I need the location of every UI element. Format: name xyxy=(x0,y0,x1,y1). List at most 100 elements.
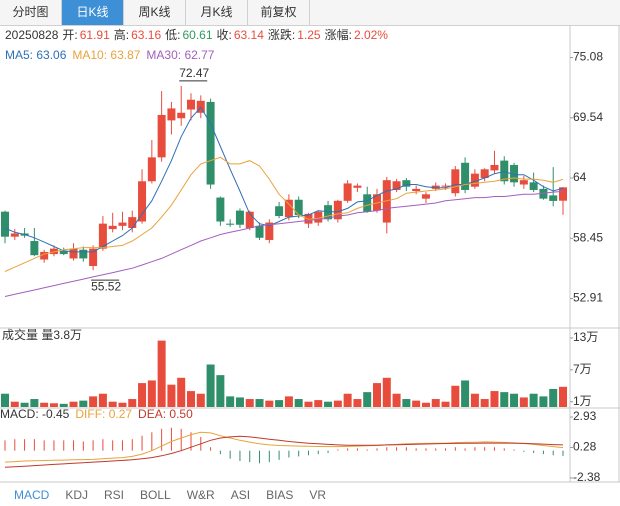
macd-legend: MACD: -0.45 DIFF: 0.27 DEA: 0.50 xyxy=(0,407,193,421)
quote-label: 收: xyxy=(217,28,232,42)
candle-body xyxy=(470,173,479,187)
candle-body xyxy=(245,211,254,228)
indicator-tab[interactable]: MACD xyxy=(14,487,50,502)
candle-body xyxy=(40,251,49,260)
period-tab[interactable]: 分时图 xyxy=(0,0,62,25)
candle-body xyxy=(1,211,9,237)
y-tick-label: 2.93 xyxy=(573,409,597,423)
volume-bar xyxy=(10,401,19,407)
volume-bar xyxy=(490,391,499,407)
macd-legend-item: DEA: 0.50 xyxy=(138,407,193,421)
candle-body xyxy=(480,169,489,178)
volume-bar xyxy=(89,396,98,407)
volume-bar xyxy=(49,403,58,407)
indicator-tab[interactable]: BIAS xyxy=(266,487,294,502)
candle-body xyxy=(265,222,274,240)
volume-bar xyxy=(559,386,567,407)
candle-body xyxy=(412,188,421,192)
volume-bar xyxy=(108,401,117,407)
candle-body xyxy=(343,183,352,201)
volume-bar xyxy=(245,399,254,407)
period-tab[interactable]: 月K线 xyxy=(186,0,248,25)
candle-body xyxy=(89,248,98,267)
quote-label: 涨幅: xyxy=(325,27,352,42)
quote-label: 涨跌: xyxy=(268,27,295,42)
candle-body xyxy=(333,200,342,220)
volume-bar xyxy=(500,392,509,407)
candle-body xyxy=(461,162,470,190)
candle-body xyxy=(147,157,156,182)
volume-bar xyxy=(353,399,362,407)
y-tick-label: -2.38 xyxy=(573,470,601,484)
indicator-tab[interactable]: W&R xyxy=(186,487,215,502)
volume-bar xyxy=(431,399,440,407)
candle-body xyxy=(421,194,430,199)
indicator-tab[interactable]: BOLL xyxy=(140,487,171,502)
candle-body xyxy=(255,225,264,238)
volume-bar xyxy=(196,393,205,407)
candle-body xyxy=(363,194,372,212)
volume-bar xyxy=(157,340,166,407)
y-tick-label: 75.08 xyxy=(573,50,603,64)
volume-bar xyxy=(167,384,176,407)
y-tick-label: 52.91 xyxy=(573,291,603,305)
max-annotation: 72.47 xyxy=(179,66,209,80)
candle-body xyxy=(108,225,117,230)
volume-bar xyxy=(128,399,137,407)
volume-bar xyxy=(206,364,215,407)
volume-bar xyxy=(1,393,9,407)
candle-body xyxy=(69,248,78,259)
volume-title: 成交量 量3.8万 xyxy=(2,327,82,342)
volume-bar xyxy=(255,399,264,407)
volume-bar xyxy=(275,400,284,407)
macd-line xyxy=(4,431,564,463)
quote-label: 开: xyxy=(62,28,77,42)
candle-body xyxy=(294,199,303,215)
quote-value: 63.14 xyxy=(234,28,264,42)
y-tick-label: 7万 xyxy=(573,362,592,376)
candle-body xyxy=(275,206,284,217)
candle-body xyxy=(519,180,528,185)
candle-body xyxy=(382,180,391,223)
min-annotation: 55.52 xyxy=(91,279,121,293)
candle-body xyxy=(451,169,460,194)
candle-body xyxy=(167,108,176,121)
quote-label: 高: xyxy=(114,27,129,42)
volume-bar xyxy=(529,393,538,407)
indicator-tab[interactable]: ASI xyxy=(230,487,251,502)
y-tick-label: 0.28 xyxy=(573,440,597,454)
indicator-tab[interactable]: RSI xyxy=(104,487,125,502)
volume-bar xyxy=(402,399,411,407)
indicator-tab[interactable]: VR xyxy=(309,487,327,502)
volume-bar xyxy=(373,383,381,407)
candle-body xyxy=(314,211,323,223)
period-tab[interactable]: 日K线 xyxy=(62,0,124,25)
volume-bar xyxy=(549,388,558,407)
quote-value: 2.02% xyxy=(354,28,388,42)
period-tab[interactable]: 周K线 xyxy=(124,0,186,25)
volume-bar xyxy=(216,375,225,407)
candle-body xyxy=(529,182,538,190)
volume-bar xyxy=(20,402,29,407)
period-tab[interactable]: 前复权 xyxy=(248,0,310,25)
candle-body xyxy=(49,248,58,255)
y-tick-label: 1万 xyxy=(573,394,592,408)
indicator-tabs: MACD KDJ RSI BOLL W&R ASI BIAS VR xyxy=(0,483,620,506)
volume-bar xyxy=(265,400,274,407)
indicator-tab[interactable]: KDJ xyxy=(65,487,89,502)
candle-body xyxy=(187,99,195,110)
volume-bar xyxy=(539,396,548,407)
quote-date: 20250828 xyxy=(5,28,59,42)
volume-bar xyxy=(98,393,107,407)
candle-body xyxy=(177,112,186,119)
volume-bar xyxy=(69,401,78,407)
volume-bar xyxy=(343,393,352,407)
volume-bar xyxy=(147,380,156,407)
candle-body xyxy=(549,195,558,201)
volume-bar xyxy=(461,380,470,407)
volume-bar xyxy=(480,399,489,407)
candle-body xyxy=(79,249,88,259)
ma-legend-item: MA30: 62.77 xyxy=(146,48,214,62)
quote-info: 20250828 开: 61.91 高: 63.16 低: 60.61 收: 63.14 涨跌: 1… xyxy=(5,27,388,42)
